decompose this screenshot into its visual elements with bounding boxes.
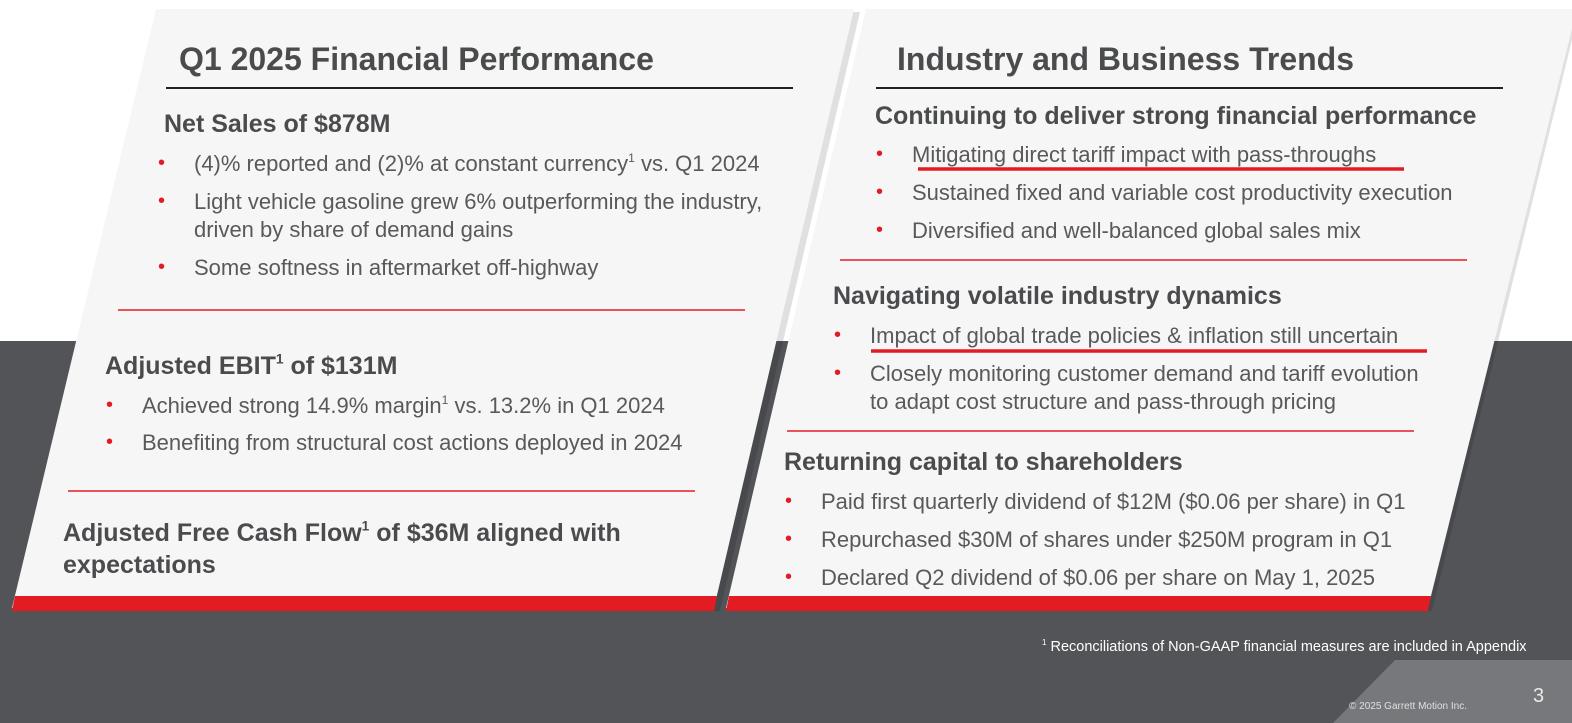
net-sales-bullet-2-line-1: Light vehicle gasoline grew 6% outperfor… bbox=[194, 189, 763, 214]
bullet-dot: • bbox=[158, 190, 166, 212]
bullet-dot: • bbox=[785, 528, 793, 550]
navigating-bullet-1: Impact of global trade policies & inflat… bbox=[870, 323, 1399, 348]
continuing-bullet-2: Sustained fixed and variable cost produc… bbox=[912, 180, 1453, 205]
bullet-dot: • bbox=[106, 394, 114, 416]
bullet-text: Achieved strong 14.9% margin bbox=[142, 393, 442, 418]
ebit-bullet-1: Achieved strong 14.9% margin1 vs. 13.2% … bbox=[142, 393, 665, 419]
bullet-text: (4)% reported and (2)% at constant curre… bbox=[194, 151, 629, 176]
navigating-heading: Navigating volatile industry dynamics bbox=[833, 282, 1282, 310]
right-panel-title: Industry and Business Trends bbox=[897, 41, 1354, 77]
heading-text: of $131M bbox=[283, 352, 398, 380]
bullet-dot: • bbox=[876, 181, 884, 203]
right-panel bbox=[726, 9, 1572, 608]
bullet-dot: • bbox=[834, 324, 842, 346]
returning-capital-bullet-2: Repurchased $30M of shares under $250M p… bbox=[821, 527, 1393, 552]
left-panel-red-strip bbox=[12, 596, 717, 611]
copyright: © 2025 Garrett Motion Inc. bbox=[1349, 701, 1467, 712]
page-number: 3 bbox=[1533, 685, 1545, 707]
bullet-dot: • bbox=[785, 566, 793, 588]
bullet-dot: • bbox=[876, 219, 884, 241]
footnote-marker: 1 bbox=[1042, 638, 1047, 648]
navigating-bullet-2-line-1: Closely monitoring customer demand and t… bbox=[870, 361, 1419, 386]
bullet-text: vs. Q1 2024 bbox=[634, 151, 760, 176]
footnote-marker: 1 bbox=[275, 351, 284, 367]
bullet-dot: • bbox=[158, 256, 166, 278]
net-sales-heading: Net Sales of $878M bbox=[164, 110, 391, 138]
continuing-heading: Continuing to deliver strong financial p… bbox=[875, 102, 1477, 130]
net-sales-bullet-3: Some softness in aftermarket off-highway bbox=[194, 255, 599, 280]
ebit-heading: Adjusted EBIT1 of $131M bbox=[105, 352, 397, 381]
corner-accent-shape bbox=[1333, 660, 1572, 723]
bullet-dot: • bbox=[785, 490, 793, 512]
navigating-bullet-2-line-2: to adapt cost structure and pass-through… bbox=[870, 389, 1336, 414]
heading-text: Adjusted Free Cash Flow bbox=[63, 519, 362, 547]
returning-capital-heading: Returning capital to shareholders bbox=[784, 448, 1183, 476]
returning-capital-bullet-3: Declared Q2 dividend of $0.06 per share … bbox=[821, 565, 1376, 590]
footnote: 1 Reconciliations of Non-GAAP financial … bbox=[1042, 639, 1527, 655]
bullet-dot: • bbox=[158, 152, 166, 174]
returning-capital-bullet-1: Paid first quarterly dividend of $12M ($… bbox=[821, 489, 1406, 514]
continuing-bullet-1: Mitigating direct tariff impact with pas… bbox=[912, 142, 1377, 167]
footnote-marker: 1 bbox=[361, 518, 370, 534]
continuing-bullet-3: Diversified and well-balanced global sal… bbox=[912, 218, 1361, 243]
bullet-dot: • bbox=[106, 431, 114, 453]
right-panel-red-strip bbox=[726, 596, 1431, 611]
footnote-marker: 1 bbox=[628, 150, 635, 165]
fcf-heading-line-1: Adjusted Free Cash Flow1 of $36M aligned… bbox=[63, 519, 621, 548]
bullet-dot: • bbox=[876, 143, 884, 165]
ebit-bullet-2: Benefiting from structural cost actions … bbox=[142, 430, 683, 455]
net-sales-bullet-2-line-2: driven by share of demand gains bbox=[194, 217, 514, 242]
footnote-marker: 1 bbox=[441, 392, 449, 407]
bullet-dot: • bbox=[834, 362, 842, 384]
heading-text: Adjusted EBIT bbox=[105, 352, 276, 380]
bullet-text: vs. 13.2% in Q1 2024 bbox=[448, 393, 665, 418]
heading-text: of $36M aligned with bbox=[369, 519, 621, 547]
left-panel bbox=[12, 9, 854, 608]
left-panel-title: Q1 2025 Financial Performance bbox=[179, 41, 654, 77]
footnote-text: Reconciliations of Non-GAAP financial me… bbox=[1046, 639, 1527, 655]
net-sales-bullet-1: (4)% reported and (2)% at constant curre… bbox=[194, 151, 760, 177]
fcf-heading-line-2: expectations bbox=[63, 551, 216, 579]
